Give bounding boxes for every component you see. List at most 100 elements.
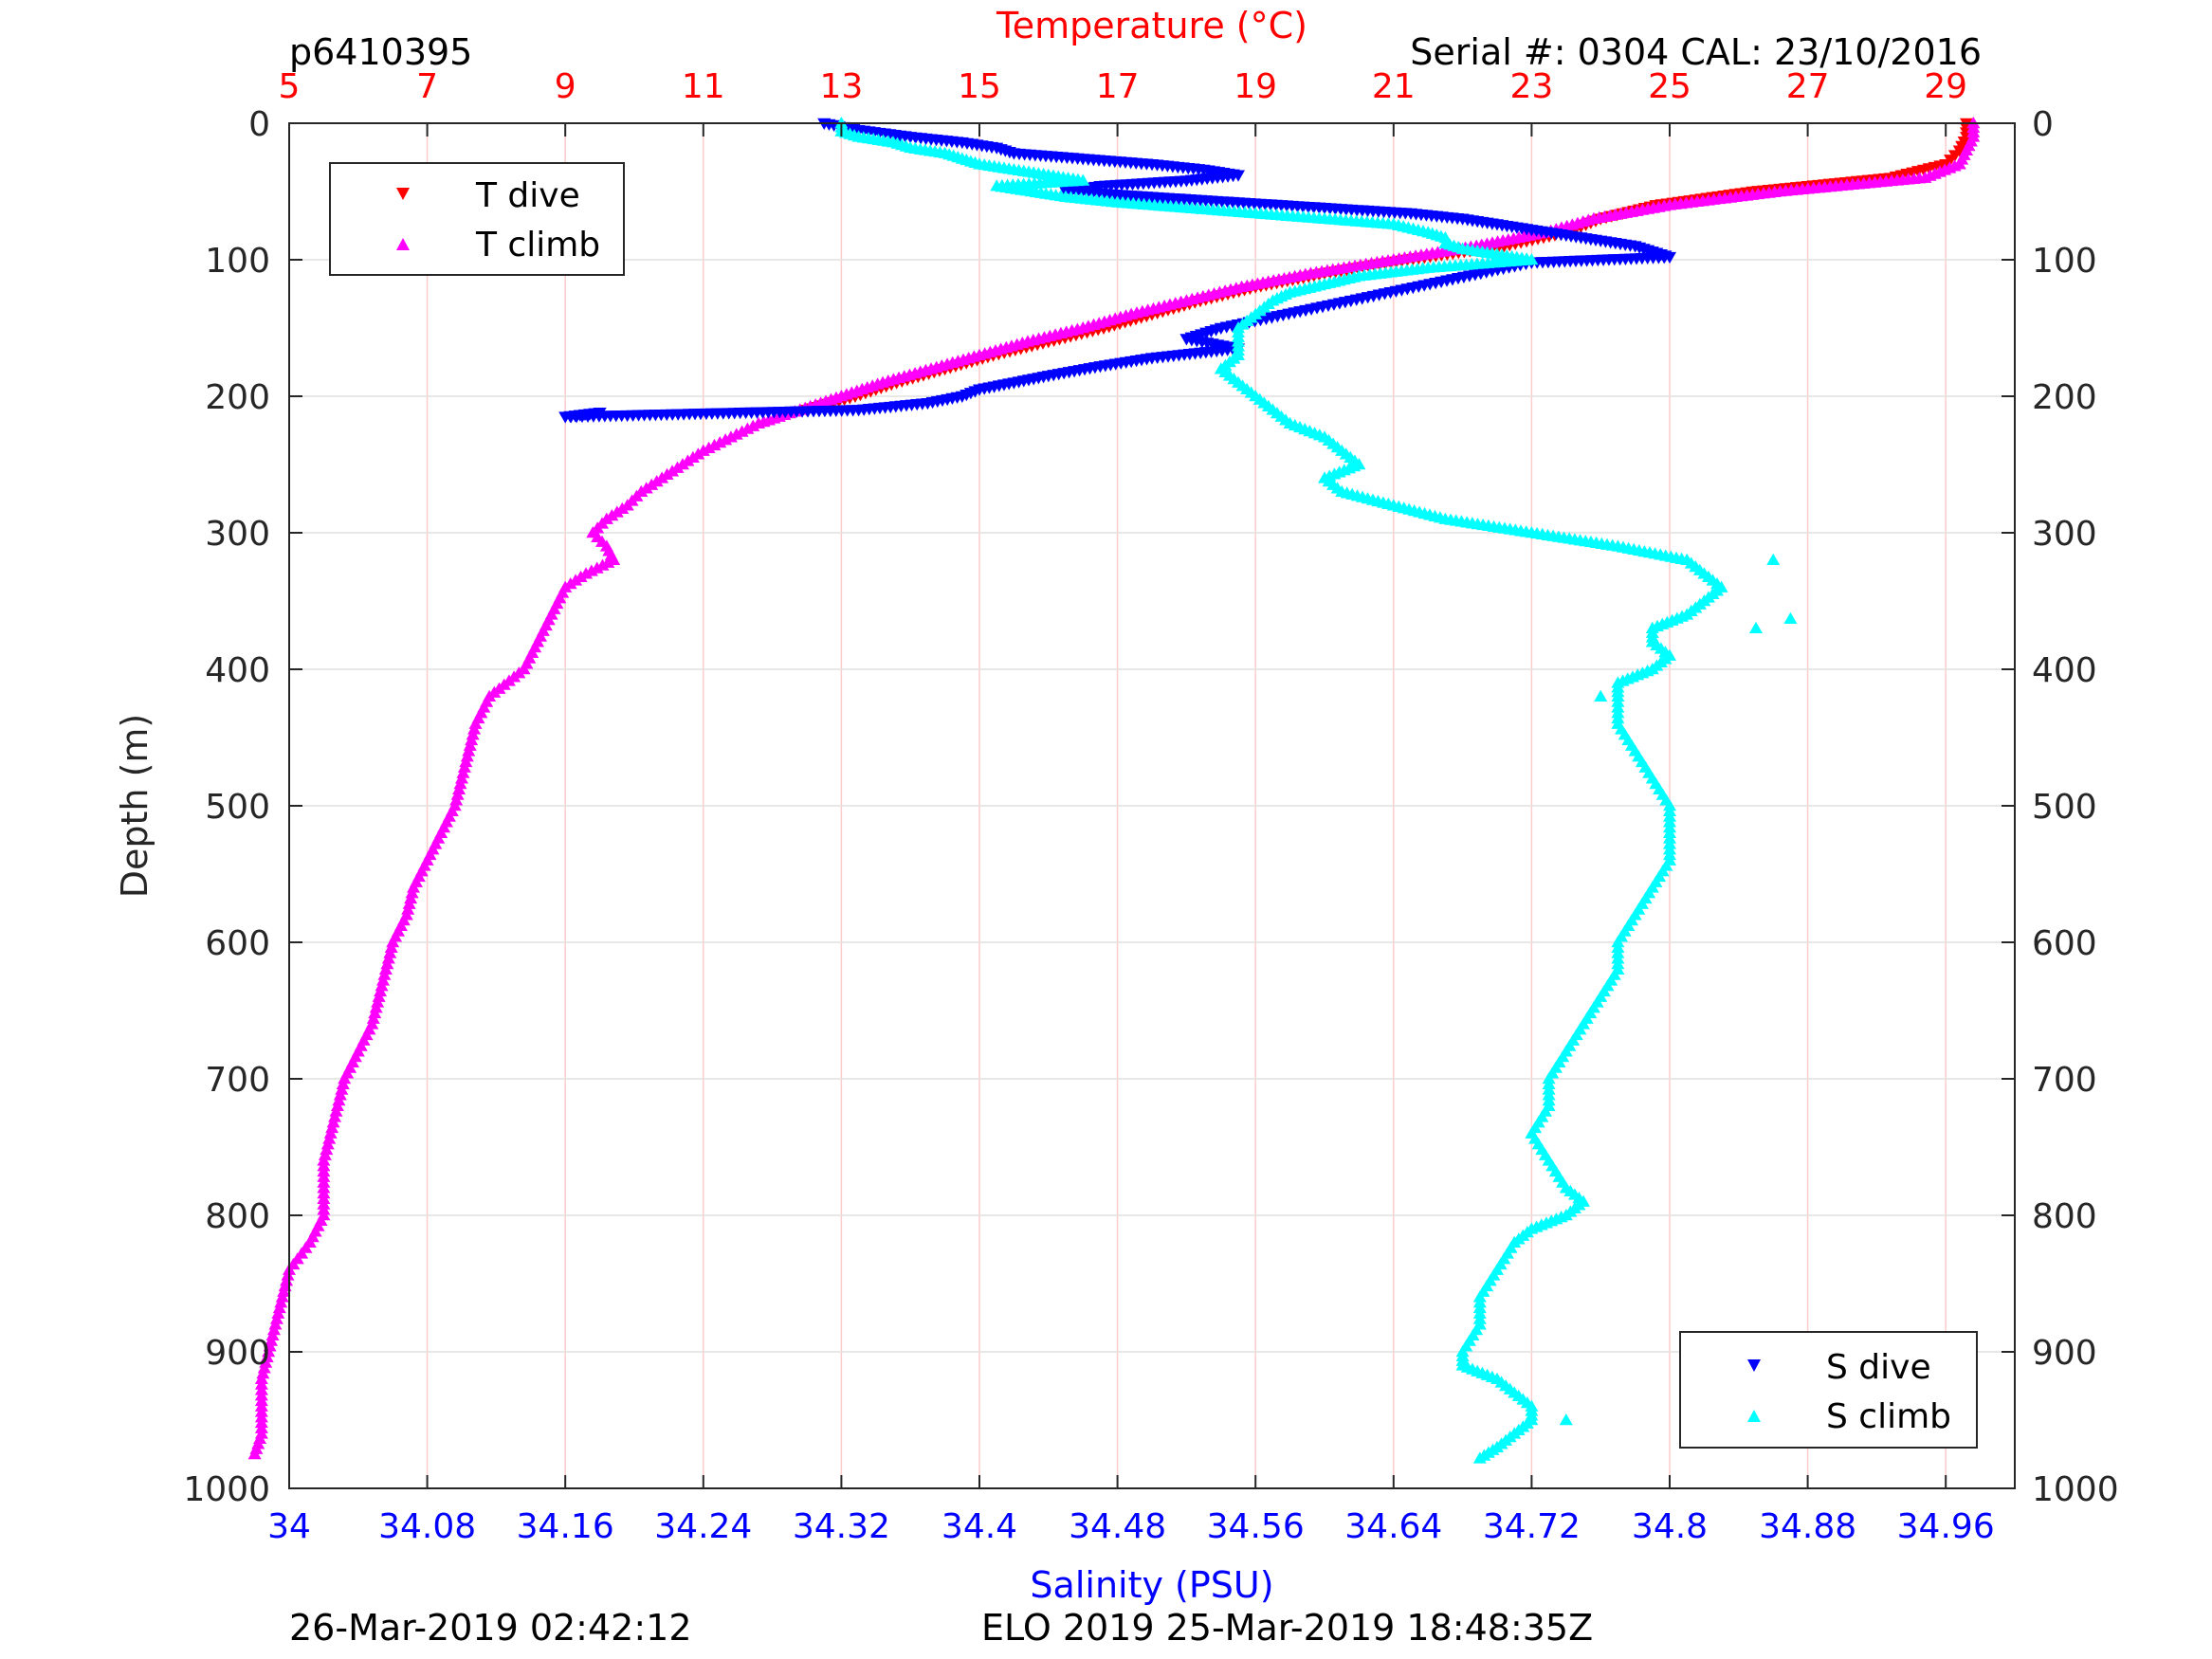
depth-tick-label-left: 600 — [205, 924, 270, 963]
t-climb-point — [326, 1116, 340, 1128]
sal-tick-label: 34.24 — [654, 1507, 752, 1546]
temp-tick-label: 27 — [1786, 67, 1830, 106]
profile-id: p6410395 — [289, 31, 472, 73]
t-climb-point — [257, 1361, 271, 1374]
legend-s-climb-label: S climb — [1826, 1397, 1951, 1436]
depth-tick-label-left: 800 — [205, 1197, 270, 1236]
t-climb-point — [377, 968, 392, 980]
temp-tick-label: 9 — [555, 67, 576, 106]
t-climb-point — [265, 1334, 279, 1346]
sal-tick-label: 34.48 — [1069, 1507, 1166, 1546]
legend-temperature: T dive T climb — [329, 162, 625, 276]
t-climb-point — [371, 995, 385, 1008]
temp-tick-label: 5 — [279, 67, 301, 106]
t-climb-point — [407, 881, 421, 893]
sal-tick-label: 34.64 — [1344, 1507, 1442, 1546]
sal-tick-label: 34.72 — [1483, 1507, 1581, 1546]
t-climb-point — [269, 1312, 283, 1324]
t-climb-point — [333, 1088, 347, 1101]
t-climb-point — [268, 1318, 283, 1330]
t-climb-point — [384, 940, 398, 954]
depth-tick-label-left: 0 — [248, 105, 270, 144]
sal-tick-label: 34.96 — [1897, 1507, 1995, 1546]
series-s-climb — [834, 117, 1728, 1464]
outlier-point — [1594, 689, 1608, 702]
depth-tick-label-right: 400 — [2032, 651, 2097, 690]
t-climb-point — [378, 962, 393, 975]
t-climb-point — [323, 1126, 338, 1139]
t-climb-point — [263, 1340, 277, 1352]
t-climb-point — [336, 1077, 350, 1090]
temp-tick-label: 19 — [1234, 67, 1277, 106]
depth-tick-label-left: 500 — [205, 788, 270, 827]
t-climb-point — [277, 1285, 291, 1297]
depth-tick-label-left: 400 — [205, 651, 270, 690]
t-climb-point — [459, 755, 473, 768]
sal-tick-label: 34.08 — [378, 1507, 476, 1546]
depth-tick-label-right: 100 — [2032, 242, 2097, 281]
sal-tick-label: 34.56 — [1207, 1507, 1305, 1546]
sal-tick-label: 34.4 — [941, 1507, 1017, 1546]
t-climb-point — [386, 936, 400, 948]
legend-s-dive-marker — [1747, 1359, 1761, 1372]
depth-tick-label-left: 200 — [205, 378, 270, 417]
t-climb-point — [260, 1350, 274, 1363]
sal-tick-label: 34 — [267, 1507, 311, 1546]
legend-t-climb-label: T climb — [475, 226, 600, 264]
t-climb-point — [452, 782, 466, 794]
depth-tick-label-right: 0 — [2032, 105, 2054, 144]
sal-tick-label: 34.16 — [517, 1507, 614, 1546]
legend-s-climb-marker — [1747, 1410, 1761, 1422]
t-climb-point — [463, 738, 477, 751]
legend-salinity: S dive S climb — [1679, 1331, 1978, 1449]
t-climb-point — [465, 733, 479, 746]
legend-t-dive-marker — [396, 188, 410, 200]
t-climb-point — [380, 957, 394, 970]
t-climb-point — [328, 1110, 342, 1122]
t-climb-point — [325, 1121, 339, 1134]
t-climb-point — [262, 1345, 276, 1358]
depth-tick-label-right: 600 — [2032, 924, 2097, 963]
temp-tick-label: 25 — [1648, 67, 1691, 106]
depth-tick-label-left: 300 — [205, 515, 270, 554]
depth-tick-label-left: 900 — [205, 1334, 270, 1373]
t-climb-point — [402, 897, 416, 909]
outlier-point — [1749, 621, 1763, 634]
depth-tick-label-left: 700 — [205, 1061, 270, 1100]
temp-tick-label: 29 — [1924, 67, 1967, 106]
t-climb-point — [320, 1142, 334, 1156]
t-climb-point — [404, 891, 418, 904]
t-climb-point — [322, 1132, 337, 1144]
legend-temperature-box — [329, 162, 625, 276]
t-climb-point — [375, 979, 389, 992]
t-climb-point — [320, 1138, 335, 1150]
t-climb-point — [372, 990, 386, 1002]
s-climb-point — [1472, 1451, 1487, 1464]
t-climb-point — [256, 1367, 270, 1379]
temp-tick-label: 11 — [682, 67, 725, 106]
t-climb-point — [266, 1322, 281, 1336]
t-climb-point — [466, 728, 480, 740]
t-climb-point — [247, 1448, 262, 1460]
series-layer — [247, 117, 1981, 1464]
t-climb-point — [335, 1083, 349, 1095]
depth-axis-label: Depth (m) — [114, 714, 155, 899]
t-climb-point — [468, 717, 483, 729]
t-climb-point — [453, 776, 467, 790]
outliers-s-climb — [1559, 1413, 1573, 1426]
outliers-s-climb — [1594, 553, 1798, 702]
temp-tick-label: 23 — [1509, 67, 1553, 106]
depth-tick-label-right: 900 — [2032, 1334, 2097, 1373]
depth-tick-label-right: 500 — [2032, 788, 2097, 827]
t-climb-point — [456, 766, 470, 778]
s-dive-point — [593, 408, 607, 420]
t-climb-point — [381, 952, 395, 964]
legend-salinity-box — [1679, 1331, 1978, 1449]
t-climb-point — [405, 886, 419, 899]
footer-timestamp: 26-Mar-2019 02:42:12 — [289, 1607, 692, 1649]
outlier-point — [1766, 553, 1781, 566]
t-climb-point — [281, 1268, 295, 1281]
depth-tick-label-right: 1000 — [2032, 1470, 2119, 1509]
t-climb-point — [329, 1104, 343, 1117]
